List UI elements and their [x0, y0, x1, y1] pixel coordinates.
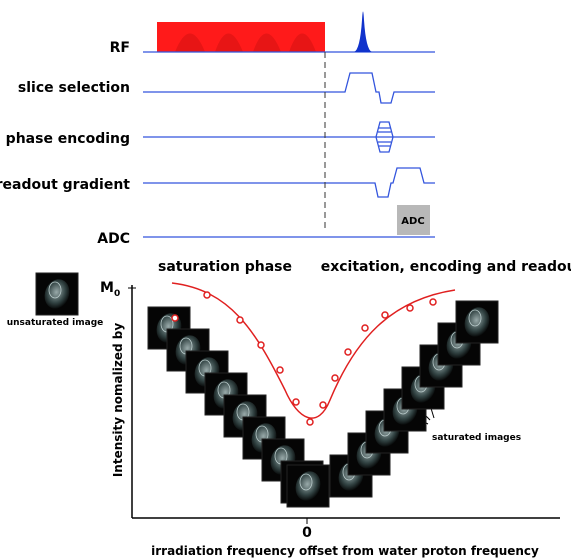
point — [277, 367, 283, 373]
x-axis-label: irradiation frequency offset from water … — [151, 544, 539, 558]
y-axis-label: Intensity nomalized by — [111, 323, 125, 478]
point — [407, 305, 413, 311]
m0-label: M0 — [100, 280, 120, 299]
row-label: readout gradient — [0, 177, 130, 193]
point — [345, 349, 351, 355]
point — [204, 292, 210, 298]
point — [258, 342, 264, 348]
phase-label: saturation phase — [158, 259, 292, 275]
saturated-label: saturated images — [432, 433, 521, 443]
point — [172, 315, 178, 321]
diagram: RF slice selection phase encoding readou… — [0, 0, 571, 560]
m0-sub: 0 — [114, 289, 120, 299]
slice-gradient — [143, 73, 435, 103]
unsaturated-label: unsaturated image — [7, 318, 104, 328]
phase-gradient — [143, 122, 435, 152]
image — [36, 273, 78, 315]
point — [362, 325, 368, 331]
point — [293, 399, 299, 405]
adc-box-label: ADC — [401, 216, 424, 227]
point — [430, 299, 436, 305]
point — [320, 402, 326, 408]
m0-base: M — [100, 280, 114, 296]
readout-gradient — [143, 168, 435, 197]
point — [382, 312, 388, 318]
row-label: RF — [110, 40, 130, 56]
z-spectrum: unsaturated image 0 M0 Intensity nomaliz… — [7, 273, 560, 558]
row-label: ADC — [97, 231, 130, 247]
x-tick-label: 0 — [302, 525, 312, 541]
phase-label: excitation, encoding and readout — [321, 259, 571, 275]
excitation-pulse — [354, 12, 372, 53]
image — [456, 301, 498, 343]
row-label: phase encoding — [6, 131, 130, 147]
row-label: slice selection — [18, 80, 130, 96]
point — [332, 375, 338, 381]
point — [307, 419, 313, 425]
sequence: RF slice selection phase encoding readou… — [0, 12, 571, 276]
point — [237, 317, 243, 323]
image — [287, 465, 329, 507]
